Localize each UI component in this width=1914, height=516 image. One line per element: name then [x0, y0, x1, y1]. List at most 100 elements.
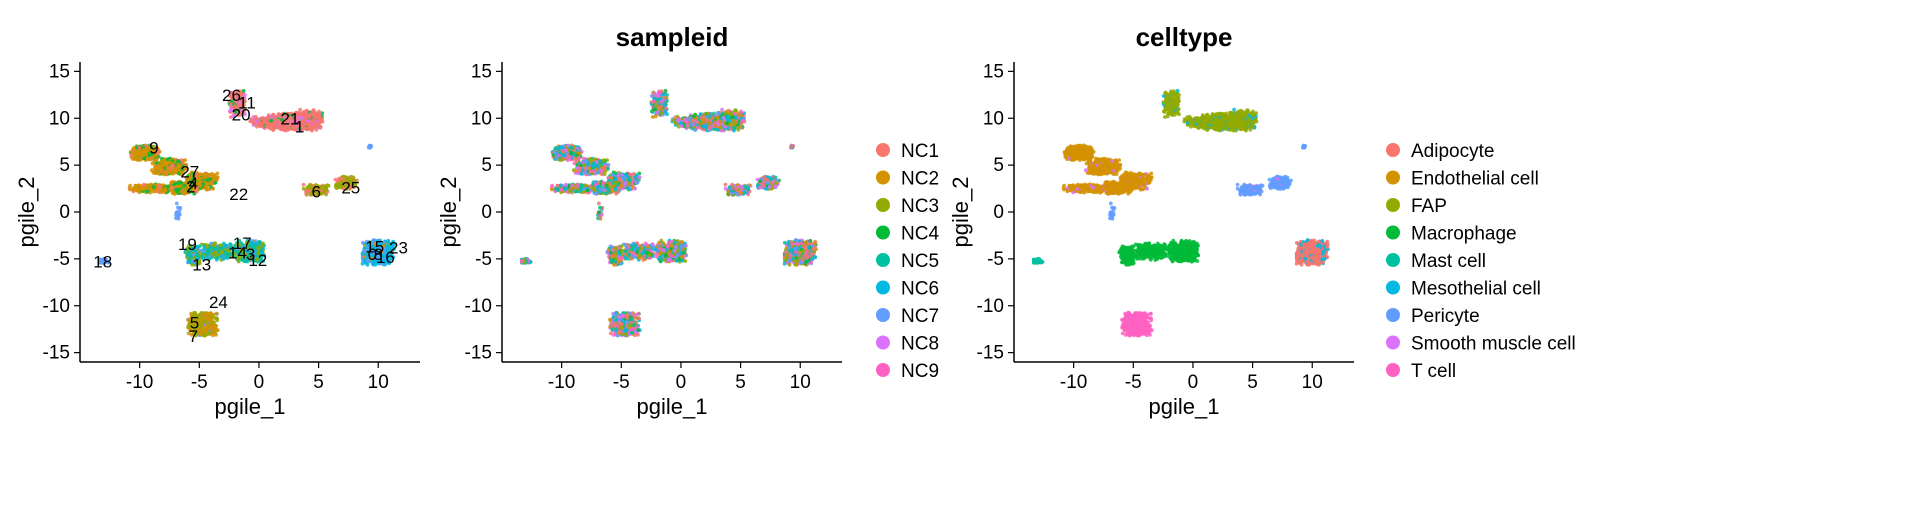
cluster-label-18: 18	[93, 253, 112, 272]
data-point	[274, 120, 278, 125]
data-point	[309, 119, 314, 123]
point-cloud	[97, 88, 396, 338]
data-point	[154, 158, 159, 162]
data-point	[205, 187, 210, 192]
data-point	[208, 172, 213, 177]
data-point	[324, 187, 328, 192]
data-point	[215, 175, 220, 180]
data-point	[319, 118, 323, 123]
data-point	[205, 245, 209, 249]
data-point	[165, 157, 170, 162]
data-point	[198, 313, 203, 317]
data-point	[179, 158, 184, 163]
data-point	[223, 250, 227, 255]
data-point	[170, 180, 175, 184]
cluster-label-25: 25	[341, 179, 360, 198]
data-point	[211, 186, 215, 191]
data-point	[215, 316, 220, 321]
data-point	[145, 189, 150, 194]
data-point	[137, 187, 142, 192]
data-point	[169, 186, 174, 191]
x-tick-label: -10	[126, 372, 153, 393]
data-point	[187, 258, 192, 263]
data-point	[264, 124, 269, 128]
data-point	[214, 311, 219, 316]
data-point	[128, 183, 133, 188]
data-point	[271, 128, 276, 133]
data-point	[311, 108, 315, 113]
data-point	[211, 315, 215, 320]
data-point	[131, 151, 136, 155]
data-point	[142, 182, 146, 187]
data-point	[163, 188, 168, 193]
data-point	[172, 191, 177, 196]
y-axis-title: pgile_2	[14, 177, 39, 248]
x-axis-title: pgile_1	[215, 394, 286, 419]
data-point	[269, 118, 274, 123]
data-point	[136, 151, 141, 156]
cluster-label-2: 2	[186, 178, 195, 197]
data-point	[198, 248, 202, 253]
data-point	[149, 168, 154, 173]
cluster-label-19: 19	[178, 235, 197, 254]
data-point	[254, 119, 259, 124]
data-point	[152, 185, 156, 190]
data-point	[360, 240, 365, 245]
panel-1: -10 -5 0 5 10-15-10-5051015pgile_1pgile_2261…	[14, 61, 420, 419]
cluster-label-12: 12	[248, 251, 267, 270]
cluster-label-16: 16	[376, 248, 395, 267]
data-point	[301, 111, 305, 115]
data-point	[215, 256, 220, 260]
panel-title: sampleid	[616, 22, 729, 52]
data-point	[202, 328, 207, 333]
data-point	[203, 313, 208, 318]
data-point	[198, 183, 202, 188]
cluster-label-9: 9	[149, 138, 158, 157]
x-tick-label: 10	[368, 372, 389, 393]
data-point	[257, 245, 261, 250]
y-tick-label: 10	[49, 108, 70, 129]
data-point	[206, 178, 210, 183]
data-point	[144, 143, 149, 148]
data-point	[275, 125, 280, 130]
data-point	[272, 116, 277, 120]
cluster-label-14: 14	[228, 243, 247, 262]
data-point	[203, 320, 207, 324]
data-point	[201, 249, 206, 254]
data-point	[133, 183, 138, 188]
data-point	[258, 240, 262, 244]
x-tick-label: -5	[191, 372, 208, 393]
cluster-label-20: 20	[232, 106, 251, 125]
data-point	[137, 145, 142, 150]
data-point	[202, 333, 207, 338]
data-point	[214, 246, 219, 251]
data-point	[141, 187, 146, 192]
x-tick-label: 0	[254, 372, 265, 393]
data-point	[213, 180, 218, 185]
data-point	[176, 215, 181, 220]
data-point	[154, 168, 159, 173]
y-tick-label: -15	[43, 343, 70, 364]
data-point	[210, 323, 215, 327]
x-tick-label: 5	[313, 372, 324, 393]
data-point	[157, 163, 161, 168]
data-point	[220, 254, 225, 259]
y-tick-label: 15	[49, 61, 70, 82]
data-point	[135, 158, 140, 162]
data-point	[214, 328, 219, 332]
data-point	[176, 187, 181, 192]
data-point	[315, 111, 320, 116]
data-point	[140, 153, 145, 158]
data-point	[307, 188, 311, 193]
y-tick-label: -10	[43, 296, 70, 317]
panel-2: sampleid-10 -5 0 5 10-15-10-5051015pgile_1pg…	[436, 22, 939, 419]
data-point	[174, 210, 179, 215]
data-point	[241, 88, 246, 93]
data-point	[162, 160, 166, 164]
cluster-label-22: 22	[229, 185, 248, 204]
data-point	[207, 317, 212, 322]
data-point	[166, 169, 171, 174]
data-point	[367, 145, 372, 149]
data-point	[137, 183, 141, 188]
